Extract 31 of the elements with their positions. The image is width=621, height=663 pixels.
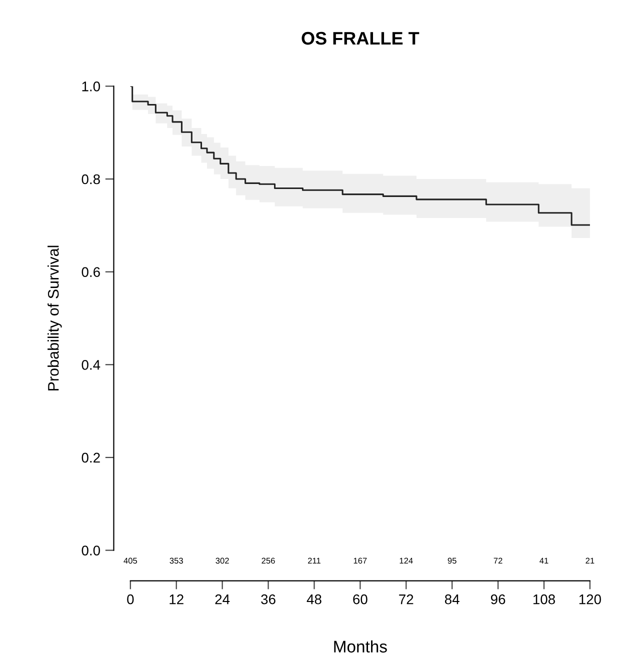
text: 256 xyxy=(262,558,275,564)
x-tick-label: 24 xyxy=(215,594,230,604)
text: 353 xyxy=(170,558,183,564)
x-tick-label: 12 xyxy=(170,594,184,604)
text: 124 xyxy=(400,558,413,564)
text: 167 xyxy=(354,558,367,564)
x-tick-label: 96 xyxy=(490,594,506,604)
text: 41 xyxy=(540,558,548,564)
x-tick-label: 48 xyxy=(306,594,322,604)
x-tick-label: 72 xyxy=(399,594,414,604)
y-tick-label: 0.2 xyxy=(82,452,100,463)
x-tick-label: 60 xyxy=(353,594,368,604)
x-axis-title: Months xyxy=(334,640,387,653)
x-tick-label: 120 xyxy=(579,594,601,604)
text: 405 xyxy=(124,558,138,564)
x-tick-label: 36 xyxy=(261,594,276,604)
y-tick-label: 0.6 xyxy=(82,267,100,277)
text: 21 xyxy=(586,558,594,564)
text: 211 xyxy=(308,558,320,564)
y-tick-label: 0.4 xyxy=(82,360,100,370)
text: 72 xyxy=(494,558,502,564)
y-tick-label: 0.0 xyxy=(82,546,100,556)
x-tick-label: 108 xyxy=(533,594,555,604)
y-axis-title: Probability of Survival xyxy=(48,246,62,390)
text: 302 xyxy=(216,558,229,564)
chart-title: OS FRALLE T xyxy=(302,32,420,45)
y-tick-label: 0.8 xyxy=(82,174,100,184)
x-tick-label: 84 xyxy=(444,594,460,604)
y-tick-label: 1.0 xyxy=(82,82,100,92)
text: 95 xyxy=(448,558,456,564)
x-tick-label: 0 xyxy=(127,594,134,604)
